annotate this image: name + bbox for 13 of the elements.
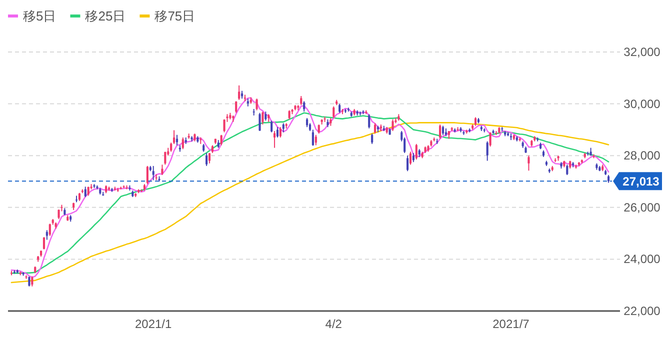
x-tick-label: 2021/7 bbox=[492, 317, 530, 331]
y-tick-label: 28,000 bbox=[624, 148, 661, 163]
x-tick-label: 2021/1 bbox=[135, 317, 172, 331]
y-tick-label: 32,000 bbox=[624, 45, 661, 59]
y-tick-label: 26,000 bbox=[624, 200, 661, 214]
x-tick-label: 4/2 bbox=[325, 317, 342, 331]
y-tick-label: 30,000 bbox=[624, 96, 661, 111]
y-tick-label: 22,000 bbox=[624, 304, 661, 318]
ref-line-label: 27,013 bbox=[622, 174, 660, 189]
legend-label: 移25日 bbox=[85, 8, 126, 24]
legend-label: 移5日 bbox=[23, 8, 56, 24]
legend-label: 移75日 bbox=[154, 8, 196, 24]
y-tick-label: 24,000 bbox=[624, 252, 661, 266]
